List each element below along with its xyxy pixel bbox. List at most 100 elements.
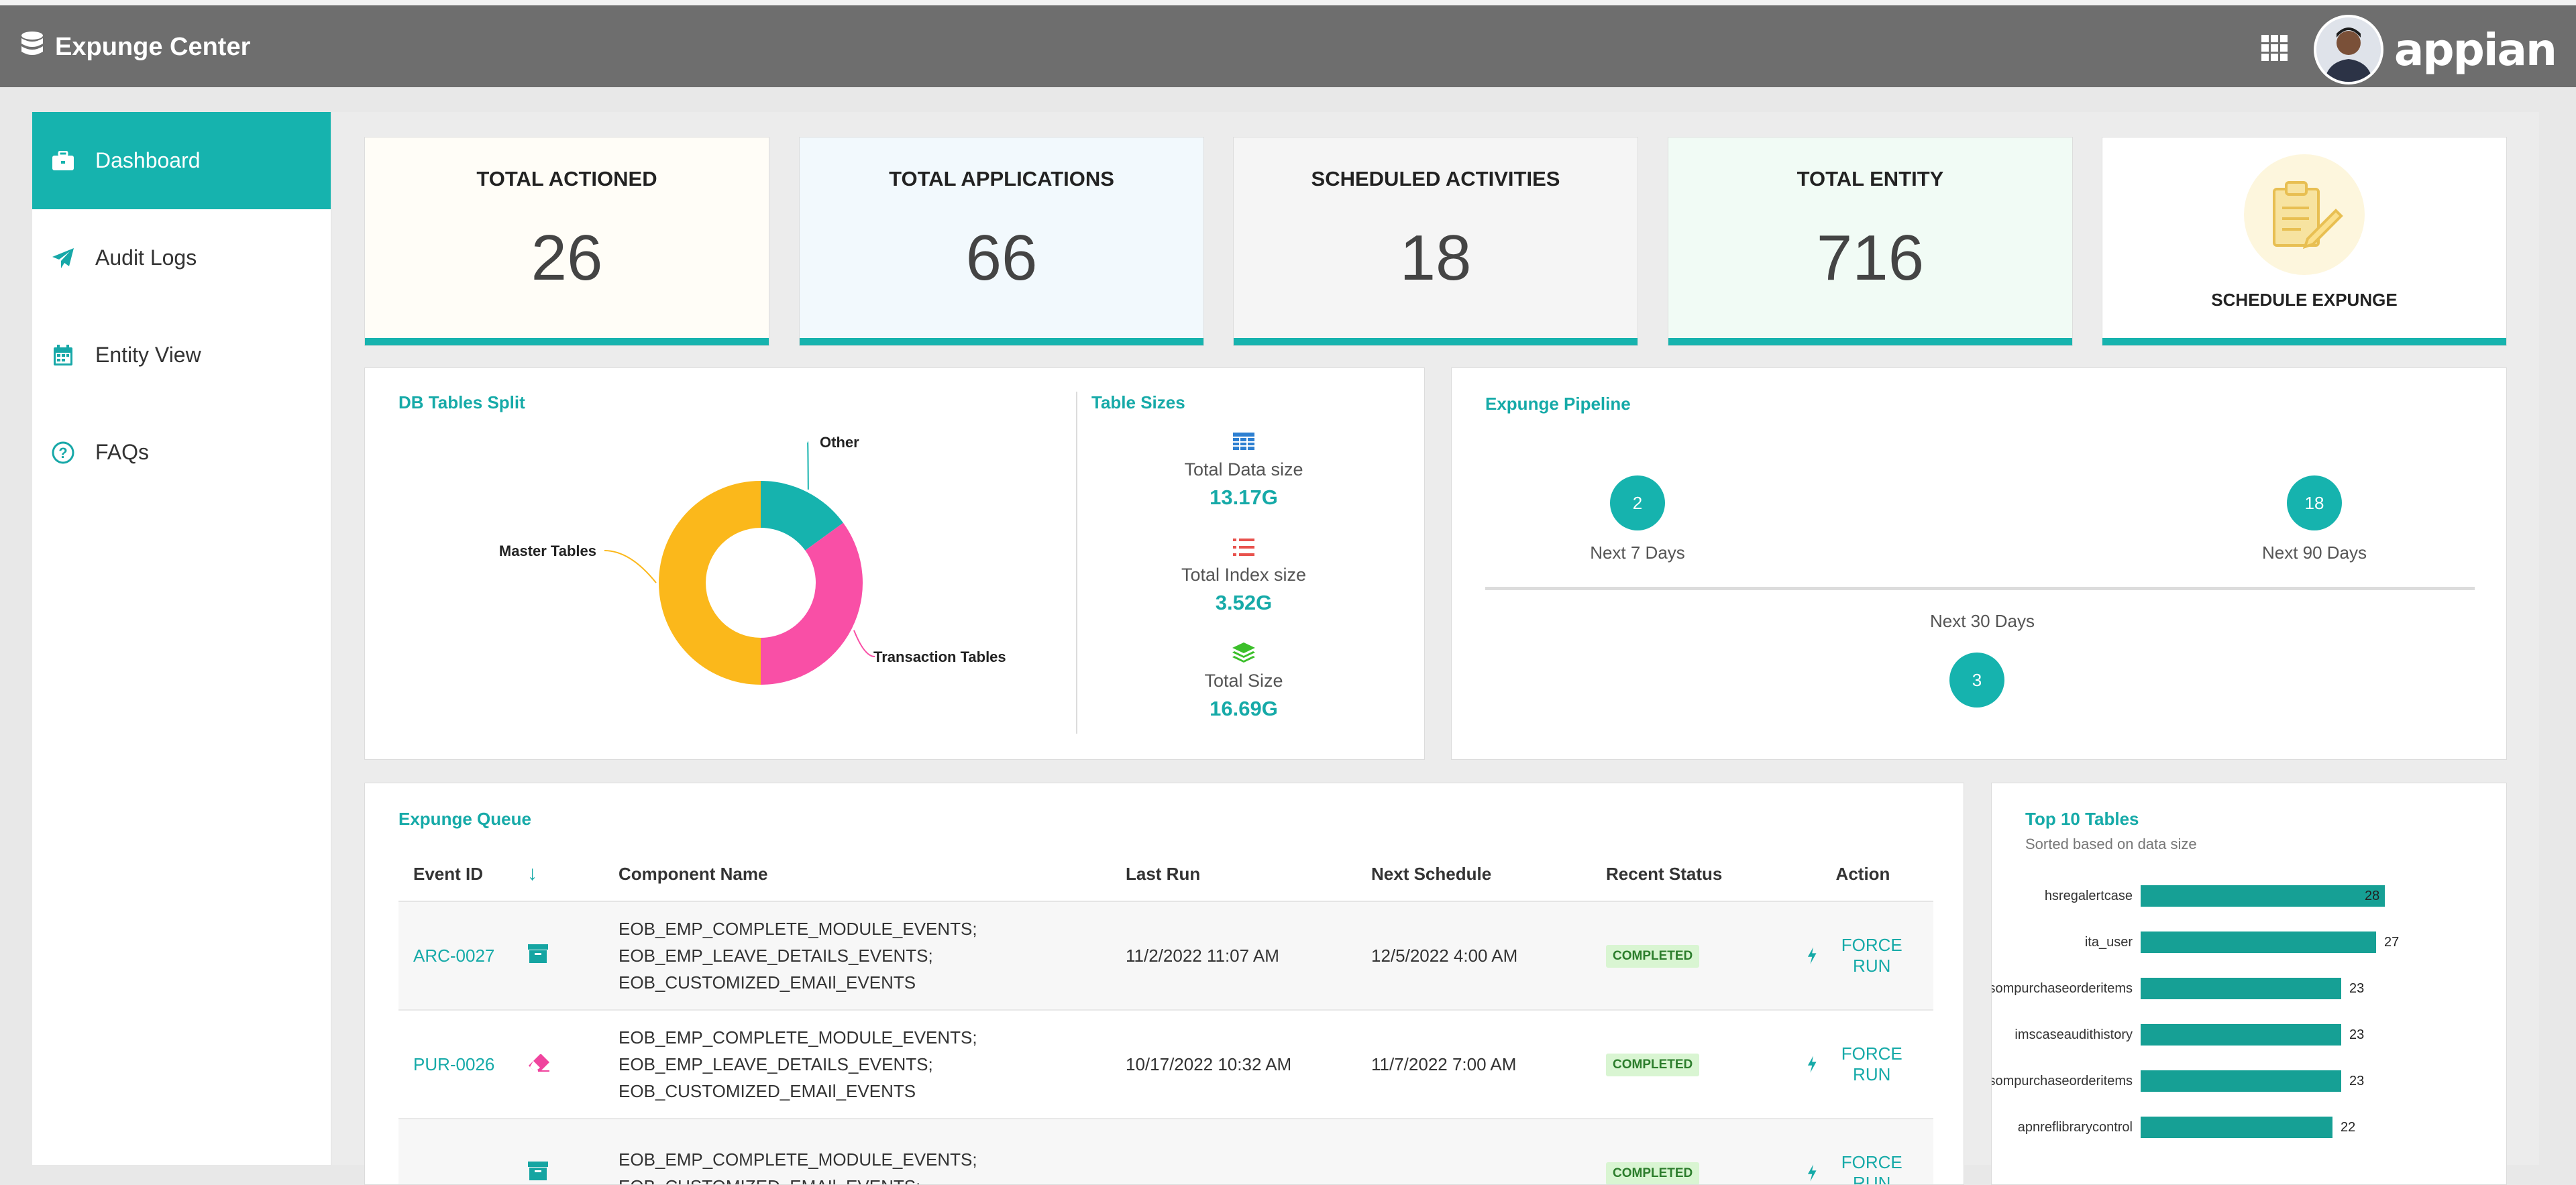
bar-label: hsregalertcase xyxy=(2044,889,2133,903)
sort-down-icon[interactable]: ↓ xyxy=(527,862,537,885)
donut-slice-master-tables[interactable] xyxy=(659,481,761,685)
donut-slice-transaction-tables[interactable] xyxy=(761,522,863,685)
data-size-label: Total Data size xyxy=(1184,459,1303,479)
bar-value-label: 23 xyxy=(2349,981,2365,996)
table-header-row: Event ID ↓ Component Name Last Run Next … xyxy=(398,847,1933,902)
bar-label: dusompurchaseorderitems xyxy=(1991,981,2133,996)
bar[interactable] xyxy=(2141,1117,2332,1138)
stat-card-total-actioned[interactable]: TOTAL ACTIONED 26 xyxy=(364,137,769,346)
donut-chart: Other Transaction Tables Master Tables xyxy=(499,434,1006,685)
stat-card-total-applications[interactable]: TOTAL APPLICATIONS 66 xyxy=(799,137,1204,346)
last-run-cell: 11/2/2022 11:07 AM xyxy=(1111,901,1356,1011)
clipboard-icon xyxy=(2244,154,2365,275)
donut-leader-line xyxy=(853,630,875,657)
list-icon xyxy=(1232,539,1255,560)
bar-row: imscaseaudithistory 23 xyxy=(1992,1023,2488,1047)
column-header-next-schedule: Next Schedule xyxy=(1356,847,1591,902)
schedule-expunge-card[interactable]: SCHEDULE EXPUNGE xyxy=(2102,137,2507,346)
table-row: ARC-0027 EOB_EMP_COMPLETE_MODULE_EVENTS;… xyxy=(398,901,1933,1011)
bar[interactable] xyxy=(2141,932,2376,953)
stat-card-total-entity[interactable]: TOTAL ENTITY 716 xyxy=(1668,137,2073,346)
total-size-label: Total Size xyxy=(1204,671,1283,691)
total-data-size: Total Data size 13.17G xyxy=(1096,432,1391,510)
db-tables-split-panel: DB Tables Split Other Transaction Tables M… xyxy=(364,368,1425,760)
top-bar: Expunge Center appian xyxy=(0,0,2576,87)
stat-card-scheduled-activities[interactable]: SCHEDULED ACTIVITIES 18 xyxy=(1233,137,1638,346)
index-size-value: 3.52G xyxy=(1215,591,1273,614)
bar[interactable] xyxy=(2141,978,2341,999)
app-title[interactable]: Expunge Center xyxy=(20,27,250,67)
paper-plane-icon xyxy=(50,245,76,272)
avatar[interactable] xyxy=(2313,15,2383,84)
question-circle-icon: ? xyxy=(50,439,76,466)
bar-value-label: 28 xyxy=(2365,889,2380,903)
component-name-cell: EOB_EMP_COMPLETE_MODULE_EVENTS; EOB_CUSTO… xyxy=(604,1119,1111,1184)
svg-text:?: ? xyxy=(58,445,67,461)
component-line: EOB_CUSTOMIZED_EMAIl_EVENTS; xyxy=(619,1173,1096,1184)
bar-label: sompurchaseorderitems xyxy=(1991,1074,2133,1088)
donut-slice-other[interactable] xyxy=(761,481,843,551)
force-run-link[interactable]: FORCE RUN xyxy=(1807,1043,1919,1085)
force-run-link[interactable]: FORCE RUN xyxy=(1807,1152,1919,1185)
donut-label: Master Tables xyxy=(499,543,596,559)
last-run-cell: 10/17/2022 10:32 AM xyxy=(1111,1010,1356,1119)
app-title-text: Expunge Center xyxy=(55,32,251,61)
sidebar-item-audit-logs[interactable]: Audit Logs xyxy=(32,209,331,306)
apps-grid-icon[interactable] xyxy=(2260,34,2290,66)
stat-label: TOTAL APPLICATIONS xyxy=(889,167,1114,190)
table-row: EOB_EMP_COMPLETE_MODULE_EVENTS; EOB_CUSTO… xyxy=(398,1119,1933,1185)
bar-value-label: 23 xyxy=(2349,1027,2365,1042)
stat-value: 18 xyxy=(1399,222,1472,294)
sidebar-item-entity-view[interactable]: Entity View xyxy=(32,306,331,404)
force-run-link[interactable]: FORCE RUN xyxy=(1807,935,1919,976)
component-line: EOB_EMP_LEAVE_DETAILS_EVENTS; xyxy=(619,946,933,966)
sidebar-item-dashboard[interactable]: Dashboard xyxy=(32,112,331,209)
bar-label: ita_user xyxy=(2084,935,2133,950)
data-size-value: 13.17G xyxy=(1210,486,1278,509)
bar-row: sompurchaseorderitems 23 xyxy=(1992,1069,2488,1093)
queue-title: Expunge Queue xyxy=(398,809,531,829)
database-icon xyxy=(20,30,44,64)
top10-subtitle: Sorted based on data size xyxy=(2025,836,2197,852)
bar[interactable] xyxy=(2141,1024,2341,1046)
next-30-days-count[interactable]: 3 xyxy=(1949,653,2004,708)
column-header-event-id[interactable]: Event ID xyxy=(398,847,513,902)
stat-value: 66 xyxy=(965,222,1038,294)
bar-row: hsregalertcase 28 xyxy=(1992,884,2488,908)
component-line: EOB_CUSTOMIZED_EMAIl_EVENTS xyxy=(619,1081,916,1101)
total-size-value: 16.69G xyxy=(1210,697,1278,720)
bolt-icon xyxy=(1807,947,1817,964)
table-sizes-title: Table Sizes xyxy=(1091,392,1185,412)
stat-label: SCHEDULED ACTIVITIES xyxy=(1311,167,1560,190)
force-run-label: FORCE RUN xyxy=(1841,1152,1902,1185)
bar-label: imscaseaudithistory xyxy=(2015,1027,2133,1042)
bolt-icon xyxy=(1807,1056,1817,1073)
donut-leader-line xyxy=(604,550,657,583)
calendar-icon xyxy=(50,342,76,369)
next-7-days-count[interactable]: 2 xyxy=(1610,475,1665,530)
force-run-label: FORCE RUN xyxy=(1841,1043,1902,1084)
table-row: PUR-0026 EOB_EMP_COMPLETE_MODULE_EVENTS;… xyxy=(398,1010,1933,1119)
stat-label: TOTAL ACTIONED xyxy=(476,167,657,190)
donut-label: Other xyxy=(820,434,859,451)
table-icon xyxy=(1232,433,1255,453)
total-size: Total Size 16.69G xyxy=(1096,642,1391,721)
expunge-queue-panel: Expunge Queue Event ID ↓ Component Name … xyxy=(364,783,1964,1185)
column-header-recent-status: Recent Status xyxy=(1591,847,1792,902)
component-line: EOB_EMP_COMPLETE_MODULE_EVENTS; xyxy=(619,1149,977,1170)
bar-row: ita_user 27 xyxy=(1992,930,2488,954)
top10-bar-chart: hsregalertcase 28 ita_user 27 dusompurchaseo… xyxy=(1991,884,2506,1184)
event-id-link[interactable]: ARC-0027 xyxy=(413,945,495,966)
next-30-days-label: Next 30 Days xyxy=(1929,611,2035,631)
sidebar-item-faqs[interactable]: ? FAQs xyxy=(32,404,331,501)
bar[interactable] xyxy=(2141,1070,2341,1092)
component-line: EOB_CUSTOMIZED_EMAIl_EVENTS xyxy=(619,972,916,993)
stat-value: 716 xyxy=(1816,222,1925,294)
event-id-link[interactable]: PUR-0026 xyxy=(413,1054,495,1074)
total-index-size: Total Index size 3.52G xyxy=(1096,537,1391,615)
bar[interactable] xyxy=(2141,885,2385,907)
stat-value: 26 xyxy=(531,222,603,294)
db-split-title: DB Tables Split xyxy=(398,392,525,412)
last-run-cell xyxy=(1111,1119,1356,1184)
next-90-days-count[interactable]: 18 xyxy=(2287,475,2342,530)
